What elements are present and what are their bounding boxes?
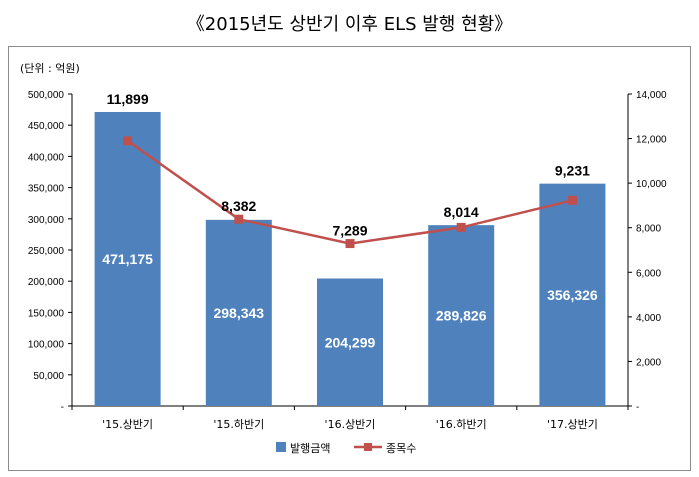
- line-data-label: 8,014: [444, 204, 479, 220]
- x-tick-label: '15.하반기: [213, 417, 264, 431]
- bar-data-label: 471,175: [102, 251, 153, 267]
- y-tick-label: 450,000: [28, 121, 65, 132]
- y2-tick-label: -: [636, 402, 639, 413]
- y-tick-label: 150,000: [28, 308, 65, 319]
- chart-title: 《2015년도 상반기 이후 ELS 발행 현황》: [186, 14, 513, 35]
- x-tick-label: '16.상반기: [325, 418, 376, 431]
- legend-label-line: 종목수: [386, 442, 416, 455]
- y-tick-label: -: [61, 402, 64, 413]
- bar: [428, 225, 495, 406]
- bar-data-label: 289,826: [436, 308, 487, 324]
- unit-label: (단위 : 억원): [20, 62, 80, 75]
- legend-swatch-bar: [276, 442, 286, 452]
- y-tick-label: 350,000: [28, 184, 65, 195]
- y2-tick-label: 10,000: [636, 179, 667, 190]
- line-data-label: 11,899: [107, 91, 149, 107]
- y-tick-label: 500,000: [28, 90, 65, 101]
- line-point: [345, 239, 355, 249]
- y-tick-label: 400,000: [28, 152, 65, 163]
- legend-label-bar: 발행금액: [290, 442, 330, 455]
- y2-tick-label: 12,000: [636, 135, 667, 146]
- line-point: [123, 136, 133, 146]
- bar: [205, 219, 272, 406]
- y2-tick-label: 6,000: [636, 268, 661, 279]
- y-tick-label: 100,000: [28, 340, 65, 351]
- legend-swatch-marker: [364, 443, 372, 451]
- line-data-label: 7,289: [332, 223, 367, 239]
- bar-data-label: 204,299: [325, 334, 376, 350]
- y2-tick-label: 14,000: [636, 90, 667, 101]
- line-point: [234, 214, 244, 224]
- y-tick-label: 200,000: [28, 277, 65, 288]
- line-data-label: 8,382: [221, 198, 256, 214]
- line-point: [567, 195, 577, 205]
- y-tick-label: 250,000: [28, 246, 65, 257]
- bar: [317, 278, 383, 406]
- bar: [94, 111, 161, 406]
- x-tick-label: '16.하반기: [436, 417, 487, 431]
- y2-tick-label: 2,000: [636, 357, 661, 368]
- x-tick-label: '15.상반기: [102, 418, 153, 431]
- y-tick-label: 50,000: [33, 371, 64, 382]
- y2-tick-label: 8,000: [636, 224, 661, 235]
- bar-data-label: 356,326: [547, 287, 598, 303]
- y-tick-label: 300,000: [28, 215, 65, 226]
- bar-data-label: 298,343: [213, 305, 264, 321]
- bar: [539, 183, 606, 406]
- line-point: [456, 222, 466, 232]
- line-data-label: 9,231: [555, 163, 590, 179]
- x-tick-label: '17.상반기: [547, 418, 598, 431]
- y2-tick-label: 4,000: [636, 313, 661, 324]
- chart-frame: [8, 46, 691, 471]
